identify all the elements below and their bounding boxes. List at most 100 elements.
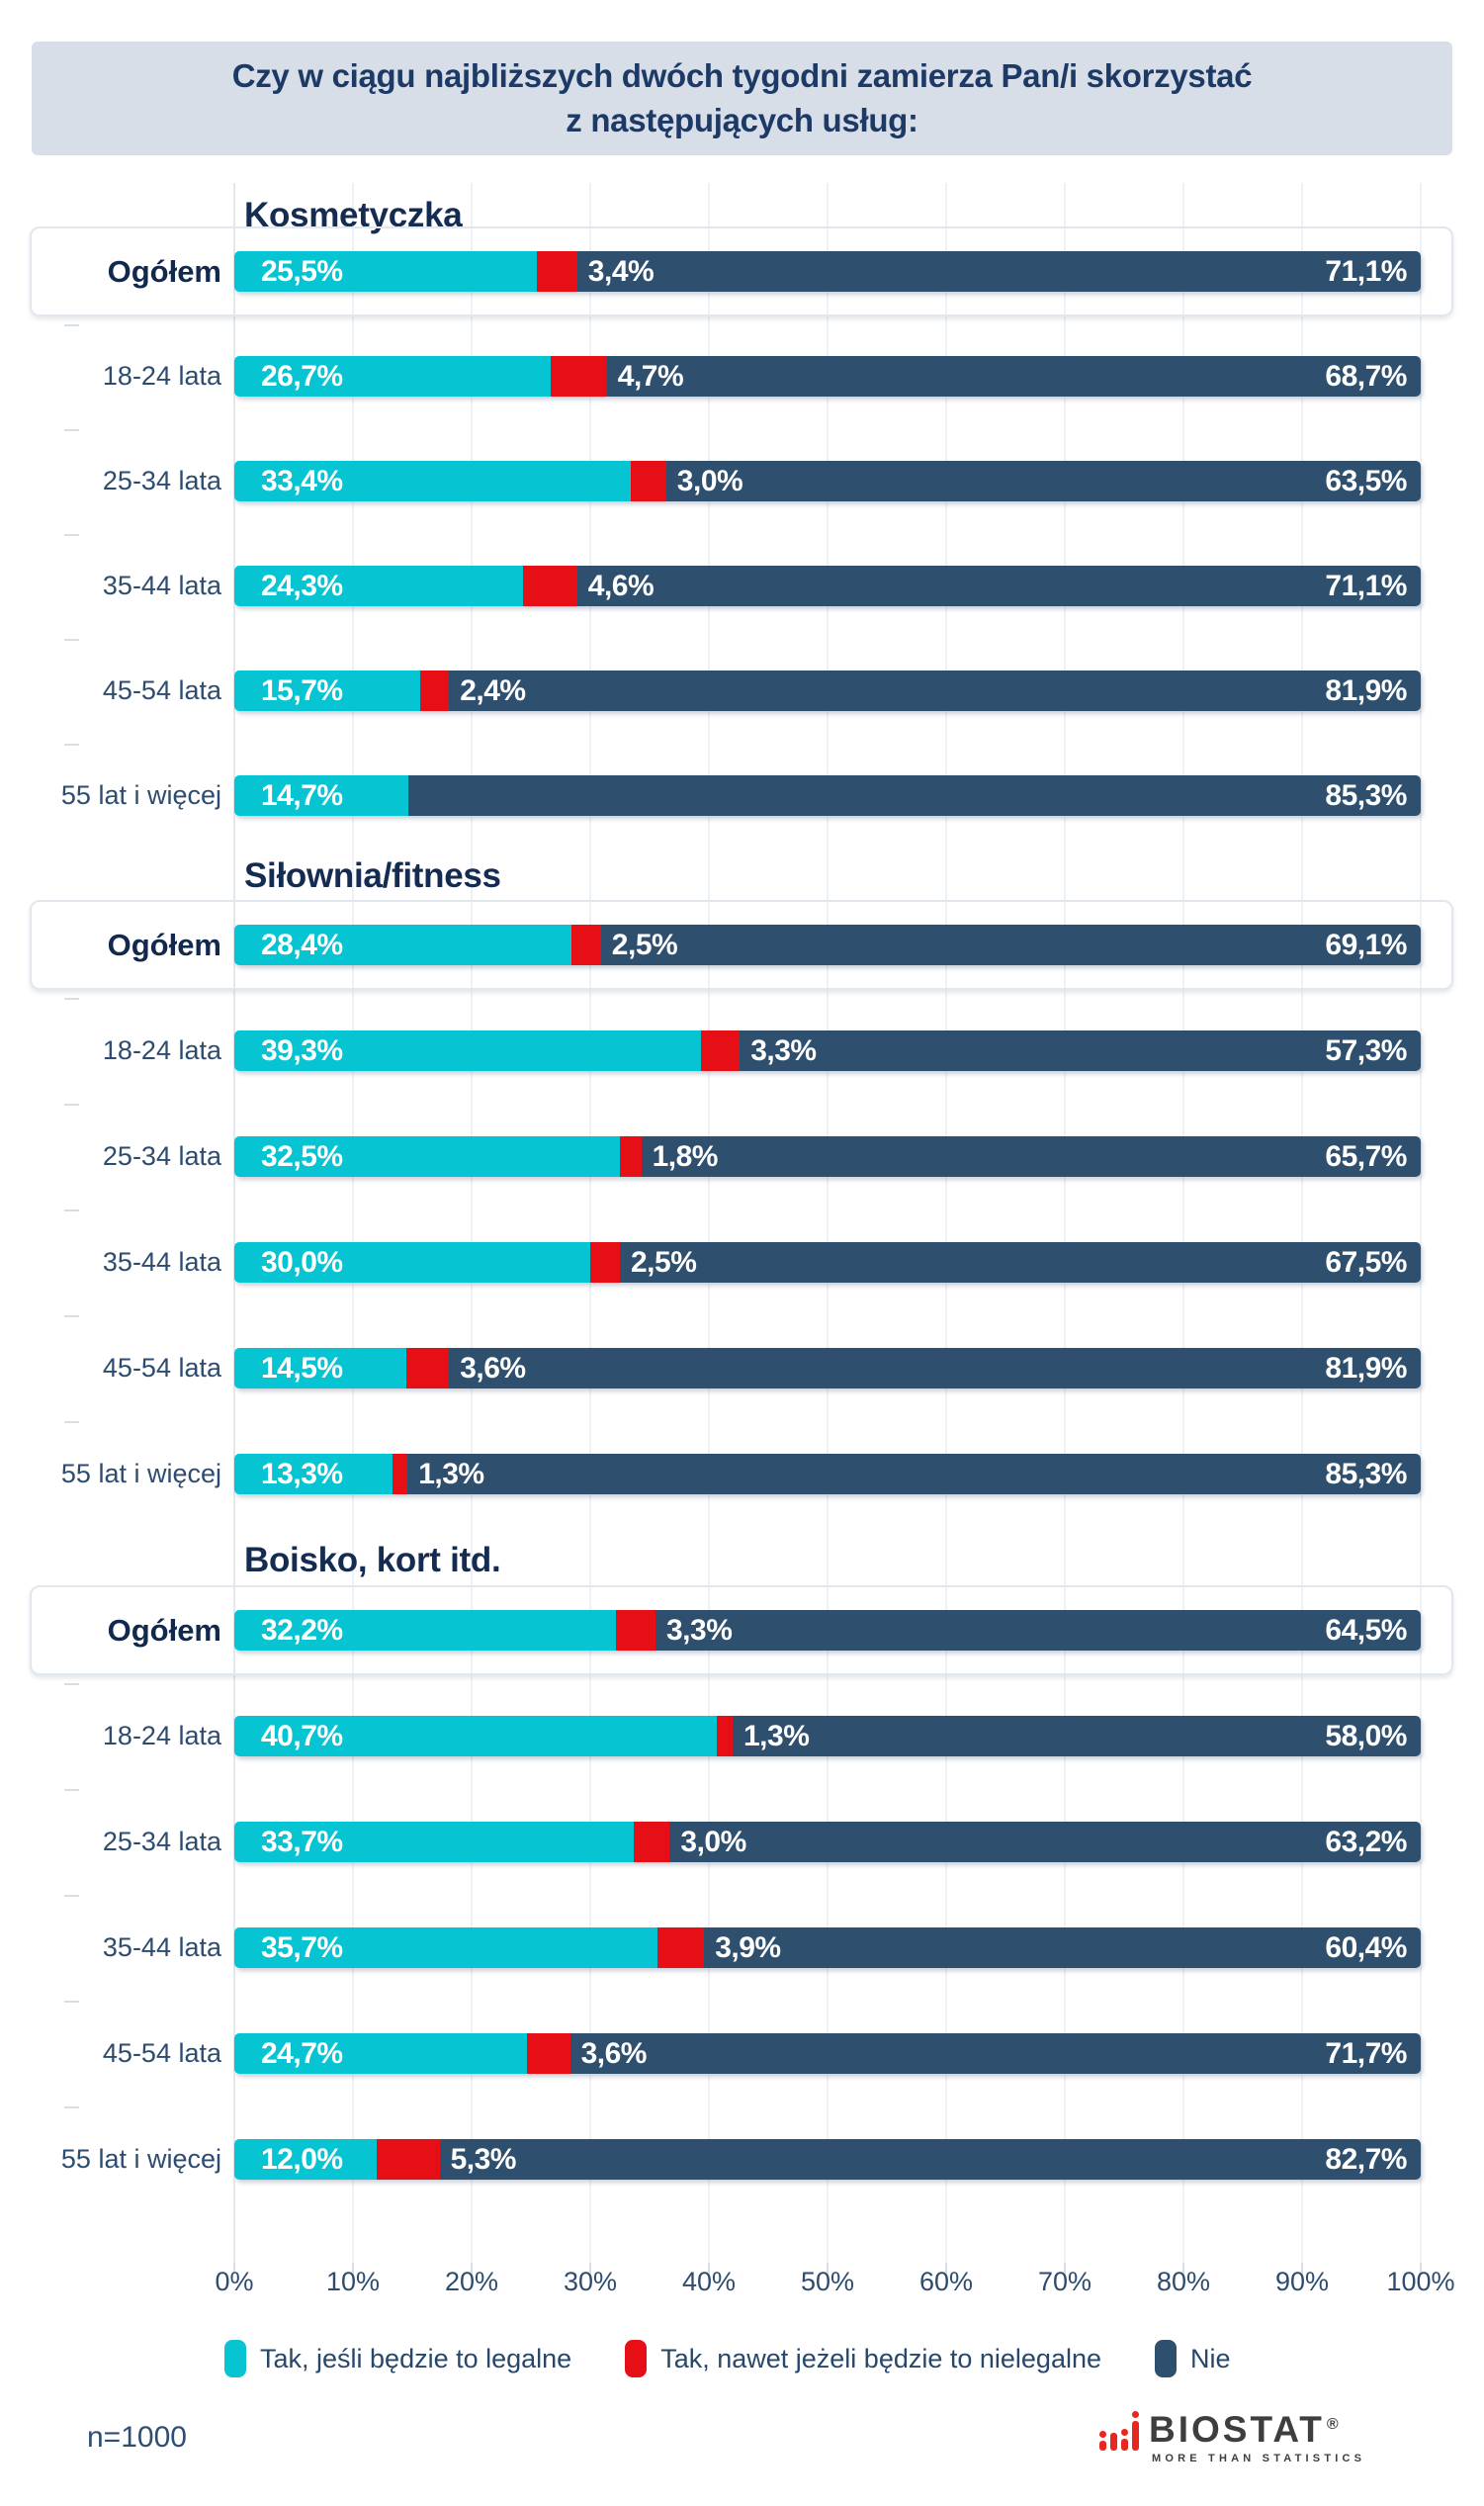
value-label-no: 71,1% [1325, 254, 1407, 288]
bar-segment-illegal [570, 925, 601, 965]
value-label-legal: 12,0% [261, 2142, 343, 2176]
bar-row: 45-54 lata 14,5% 3,6% 81,9% [40, 1348, 1421, 1388]
bar-segment-legal: 24,3% [234, 566, 523, 606]
value-label-illegal: 5,3% [450, 2142, 517, 2176]
value-label-no: 60,4% [1325, 1930, 1407, 1964]
bar-segment-legal: 14,7% [234, 775, 409, 816]
stacked-bar: 39,3% 3,3% 57,3% [234, 1030, 1421, 1071]
question-banner: Czy w ciągu najbliższych dwóch tygodni z… [32, 42, 1452, 155]
axis-tick [233, 2263, 235, 2274]
value-label-legal: 26,7% [261, 359, 343, 393]
logo-bar-column [1121, 2429, 1128, 2451]
stacked-bar: 14,7% 85,3% [234, 775, 1421, 816]
stacked-bar: 24,7% 3,6% 71,7% [234, 2033, 1421, 2074]
grid-line [827, 183, 829, 2263]
question-line-2: z następujących usług: [566, 102, 918, 138]
bar-segment-illegal [616, 1610, 655, 1651]
category-label: 35-44 lata [102, 1932, 221, 1962]
value-label-illegal: 2,4% [460, 673, 526, 707]
legend: Tak, jeśli będzie to legalne Tak, nawet j… [224, 2340, 1231, 2377]
category-label: 55 lat i więcej [60, 780, 221, 810]
grid-line [589, 183, 591, 2263]
value-label-legal: 15,7% [261, 673, 343, 707]
bar-segment-no: 1,3% 85,3% [407, 1454, 1421, 1494]
grid-line [1420, 183, 1422, 2263]
value-label-illegal: 2,5% [611, 928, 678, 961]
bar-segment-illegal [392, 1454, 408, 1494]
value-label-no: 81,9% [1325, 673, 1407, 707]
axis-tick [945, 2263, 947, 2274]
category-label: 35-44 lata [102, 1247, 221, 1277]
legend-label: Tak, nawet jeżeli będzie to nielegalne [660, 2343, 1101, 2373]
bar-segment-no: 1,8% 65,7% [641, 1136, 1421, 1177]
legend-item: Tak, nawet jeżeli będzie to nielegalne [625, 2340, 1101, 2377]
category-tick [64, 998, 79, 1000]
stacked-bar: 28,4% 2,5% 69,1% [234, 925, 1421, 965]
x-axis: 0% 10% 20% 30% 40% 50% 60% 70% 80% 90% 100% [215, 2267, 1454, 2302]
category-label: 25-34 lata [102, 1141, 221, 1171]
bar-segment-no: 3,6% 81,9% [449, 1348, 1421, 1388]
grid-line [352, 183, 354, 2263]
bar-segment-illegal [590, 1242, 620, 1283]
stacked-bar: 14,5% 3,6% 81,9% [234, 1348, 1421, 1388]
bar-row: 35-44 lata 24,3% 4,6% 71,1% [40, 566, 1421, 606]
bar-row: 35-44 lata 35,7% 3,9% 60,4% [40, 1927, 1421, 1968]
axis-tick-label: 80% [1156, 2267, 1211, 2296]
value-label-legal: 24,3% [261, 569, 343, 602]
bar-segment-legal: 28,4% [234, 925, 571, 965]
bar-segment-illegal [700, 1030, 741, 1071]
legend-item: Tak, jeśli będzie to legalne [224, 2340, 571, 2377]
bar-row: 55 lat i więcej 12,0% 5,3% 82,7% [40, 2139, 1421, 2180]
bar-segment-no: 3,3% 64,5% [655, 1610, 1421, 1651]
axis-tick-label: 60% [918, 2267, 974, 2296]
bar-segment-no: 4,6% 71,1% [576, 566, 1421, 606]
value-label-illegal: 3,9% [715, 1930, 781, 1964]
value-label-no: 58,0% [1325, 1719, 1407, 1752]
bar-segment-no: 4,7% 68,7% [606, 356, 1421, 397]
bar-segment-legal: 14,5% [234, 1348, 406, 1388]
category-tick [64, 1209, 79, 1211]
value-label-illegal: 3,0% [676, 464, 743, 497]
ogolem-highlight-box [30, 1585, 1453, 1675]
axis-tick [708, 2263, 710, 2274]
grid-line [471, 183, 473, 2263]
bar-row: Ogółem 32,2% 3,3% 64,5% [40, 1610, 1421, 1651]
category-tick [64, 1683, 79, 1685]
bar-segment-illegal [551, 356, 607, 397]
value-label-no: 81,9% [1325, 1351, 1407, 1385]
question-line-1: Czy w ciągu najbliższych dwóch tygodni z… [231, 57, 1253, 94]
bar-segment-illegal [406, 1348, 450, 1388]
value-label-illegal: 4,7% [617, 359, 684, 393]
category-label: Ogółem [107, 253, 221, 289]
category-tick [64, 1789, 79, 1791]
logo-bar [1132, 2421, 1139, 2451]
grid-line [1182, 183, 1184, 2263]
bar-segment-illegal [527, 2033, 570, 2074]
value-label-no: 68,7% [1325, 359, 1407, 393]
bar-segment-illegal [634, 1822, 670, 1862]
value-label-illegal: 3,6% [580, 2036, 648, 2070]
bar-row: 18-24 lata 26,7% 4,7% 68,7% [40, 356, 1421, 397]
stacked-bar: 33,7% 3,0% 63,2% [234, 1822, 1421, 1862]
bar-row: 18-24 lata 40,7% 1,3% 58,0% [40, 1716, 1421, 1756]
section-title: Boisko, kort itd. [244, 1541, 501, 1579]
logo-dot [1099, 2431, 1106, 2438]
category-label: 45-54 lata [102, 1353, 221, 1383]
bar-segment-illegal [420, 671, 450, 711]
axis-tick [471, 2263, 473, 2274]
value-label-illegal: 2,5% [631, 1245, 697, 1279]
logo-dot [1132, 2411, 1139, 2418]
category-tick [64, 1315, 79, 1317]
axis-tick-label: 10% [325, 2267, 381, 2296]
stacked-bar: 13,3% 1,3% 85,3% [234, 1454, 1421, 1494]
logo-bar-column [1132, 2411, 1139, 2451]
category-label: 45-54 lata [102, 2038, 221, 2068]
category-tick [64, 2106, 79, 2108]
category-label: Ogółem [107, 927, 221, 962]
axis-tick [352, 2263, 354, 2274]
category-label: 18-24 lata [102, 1721, 221, 1750]
value-label-no: 69,1% [1325, 928, 1407, 961]
category-label: 45-54 lata [102, 675, 221, 705]
axis-tick [827, 2263, 829, 2274]
value-label-legal: 25,5% [261, 254, 343, 288]
